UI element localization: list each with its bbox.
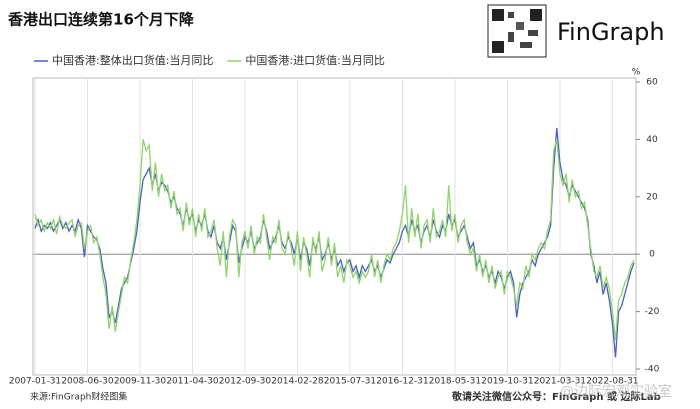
x-tick-label: 2012-09-30 [219, 377, 272, 387]
y-tick-label: 40 [646, 135, 658, 145]
series-line [34, 139, 635, 341]
y-tick-label: 20 [646, 192, 658, 202]
x-tick-label: 2016-12-31 [376, 377, 428, 387]
x-tick-label: 2009-11-30 [114, 377, 167, 387]
y-tick-label: -40 [645, 365, 660, 375]
chart-title: 香港出口连续第16个月下降 [8, 11, 195, 29]
qr-code [487, 4, 547, 58]
x-tick-label: 2008-06-30 [61, 377, 114, 387]
y-tick-label: 0 [649, 250, 655, 260]
x-tick-label: 2011-04-30 [166, 377, 219, 387]
x-tick-label: 2019-10-31 [481, 377, 533, 387]
watermark: @边际宏观实验室 [560, 383, 672, 400]
x-tick-label: 2015-07-31 [324, 377, 376, 387]
logo: FinGraph [557, 18, 665, 46]
x-tick-label: 2007-01-31 [9, 377, 61, 387]
legend-label: 中国香港:进口货值:当月同比 [245, 53, 384, 67]
y-unit: % [632, 68, 641, 78]
source: 来源:FinGraph财经图集 [30, 391, 127, 403]
x-tick-label: 2022-08-31 [586, 377, 638, 387]
x-tick-label: 2014-02-28 [271, 377, 324, 387]
y-tick-label: 60 [646, 78, 658, 88]
x-tick-label: 2021-03-31 [534, 377, 586, 387]
footer: 敬请关注微信公众号：FinGraph 或 边际Lab [451, 390, 661, 403]
plot-frame [32, 77, 637, 376]
x-tick-label: 2018-05-31 [429, 377, 481, 387]
legend-label: 中国香港:整体出口货值:当月同比 [52, 53, 213, 67]
y-tick-label: -20 [645, 307, 660, 317]
